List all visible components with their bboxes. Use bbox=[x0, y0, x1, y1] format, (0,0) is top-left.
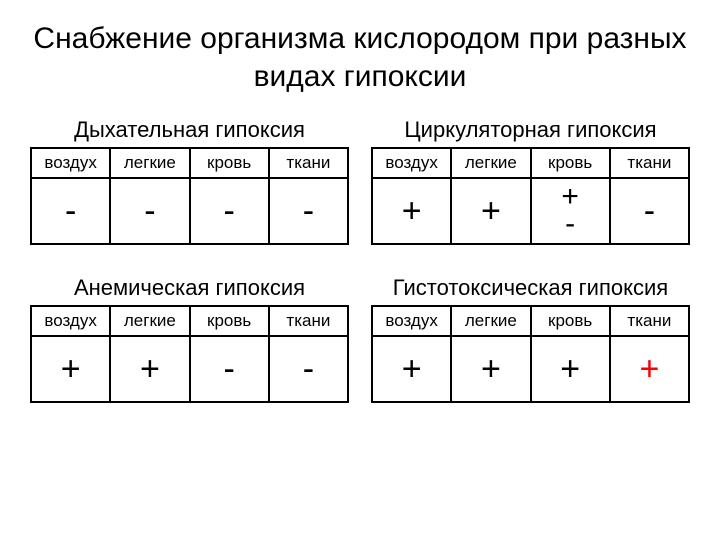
col-tissue: ткани bbox=[269, 306, 348, 336]
col-tissue: ткани bbox=[610, 148, 689, 178]
cell-highlight: + bbox=[610, 336, 689, 402]
stack-bottom: - bbox=[565, 207, 575, 240]
cell: + bbox=[451, 336, 530, 402]
cell: + bbox=[531, 336, 610, 402]
col-lungs: легкие bbox=[110, 306, 189, 336]
block-title: Дыхательная гипоксия bbox=[30, 117, 349, 143]
col-tissue: ткани bbox=[610, 306, 689, 336]
cell: - bbox=[610, 178, 689, 244]
col-lungs: легкие bbox=[110, 148, 189, 178]
col-blood: кровь bbox=[531, 148, 610, 178]
cell: + bbox=[451, 178, 530, 244]
table-header-row: воздух легкие кровь ткани bbox=[372, 148, 689, 178]
block-respiratory: Дыхательная гипоксия воздух легкие кровь… bbox=[30, 117, 349, 245]
block-title: Гистотоксическая гипоксия bbox=[371, 275, 690, 301]
table-row: + + + + bbox=[372, 336, 689, 402]
cell: + bbox=[31, 336, 110, 402]
table-respiratory: воздух легкие кровь ткани - - - - bbox=[30, 147, 349, 245]
tables-grid: Дыхательная гипоксия воздух легкие кровь… bbox=[30, 117, 690, 403]
table-histotoxic: воздух легкие кровь ткани + + + + bbox=[371, 305, 690, 403]
col-air: воздух bbox=[31, 148, 110, 178]
col-blood: кровь bbox=[531, 306, 610, 336]
col-air: воздух bbox=[372, 148, 451, 178]
cell: + bbox=[372, 178, 451, 244]
table-header-row: воздух легкие кровь ткани bbox=[372, 306, 689, 336]
col-lungs: легкие bbox=[451, 306, 530, 336]
table-circulatory: воздух легкие кровь ткани + + + - - bbox=[371, 147, 690, 245]
table-row: + + + - - bbox=[372, 178, 689, 244]
cell: - bbox=[110, 178, 189, 244]
col-blood: кровь bbox=[190, 148, 269, 178]
col-air: воздух bbox=[31, 306, 110, 336]
table-header-row: воздух легкие кровь ткани bbox=[31, 148, 348, 178]
block-circulatory: Циркуляторная гипоксия воздух легкие кро… bbox=[371, 117, 690, 245]
table-row: + + - - bbox=[31, 336, 348, 402]
page-title: Снабжение организма кислородом при разны… bbox=[30, 20, 690, 95]
block-anemic: Анемическая гипоксия воздух легкие кровь… bbox=[30, 275, 349, 403]
col-blood: кровь bbox=[190, 306, 269, 336]
cell: - bbox=[269, 336, 348, 402]
cell: - bbox=[190, 178, 269, 244]
cell: - bbox=[31, 178, 110, 244]
table-anemic: воздух легкие кровь ткани + + - - bbox=[30, 305, 349, 403]
table-header-row: воздух легкие кровь ткани bbox=[31, 306, 348, 336]
block-histotoxic: Гистотоксическая гипоксия воздух легкие … bbox=[371, 275, 690, 403]
col-lungs: легкие bbox=[451, 148, 530, 178]
col-air: воздух bbox=[372, 306, 451, 336]
col-tissue: ткани bbox=[269, 148, 348, 178]
cell: + bbox=[110, 336, 189, 402]
cell: - bbox=[190, 336, 269, 402]
cell-stacked: + - bbox=[531, 178, 610, 244]
block-title: Циркуляторная гипоксия bbox=[371, 117, 690, 143]
block-title: Анемическая гипоксия bbox=[30, 275, 349, 301]
cell: - bbox=[269, 178, 348, 244]
table-row: - - - - bbox=[31, 178, 348, 244]
cell: + bbox=[372, 336, 451, 402]
